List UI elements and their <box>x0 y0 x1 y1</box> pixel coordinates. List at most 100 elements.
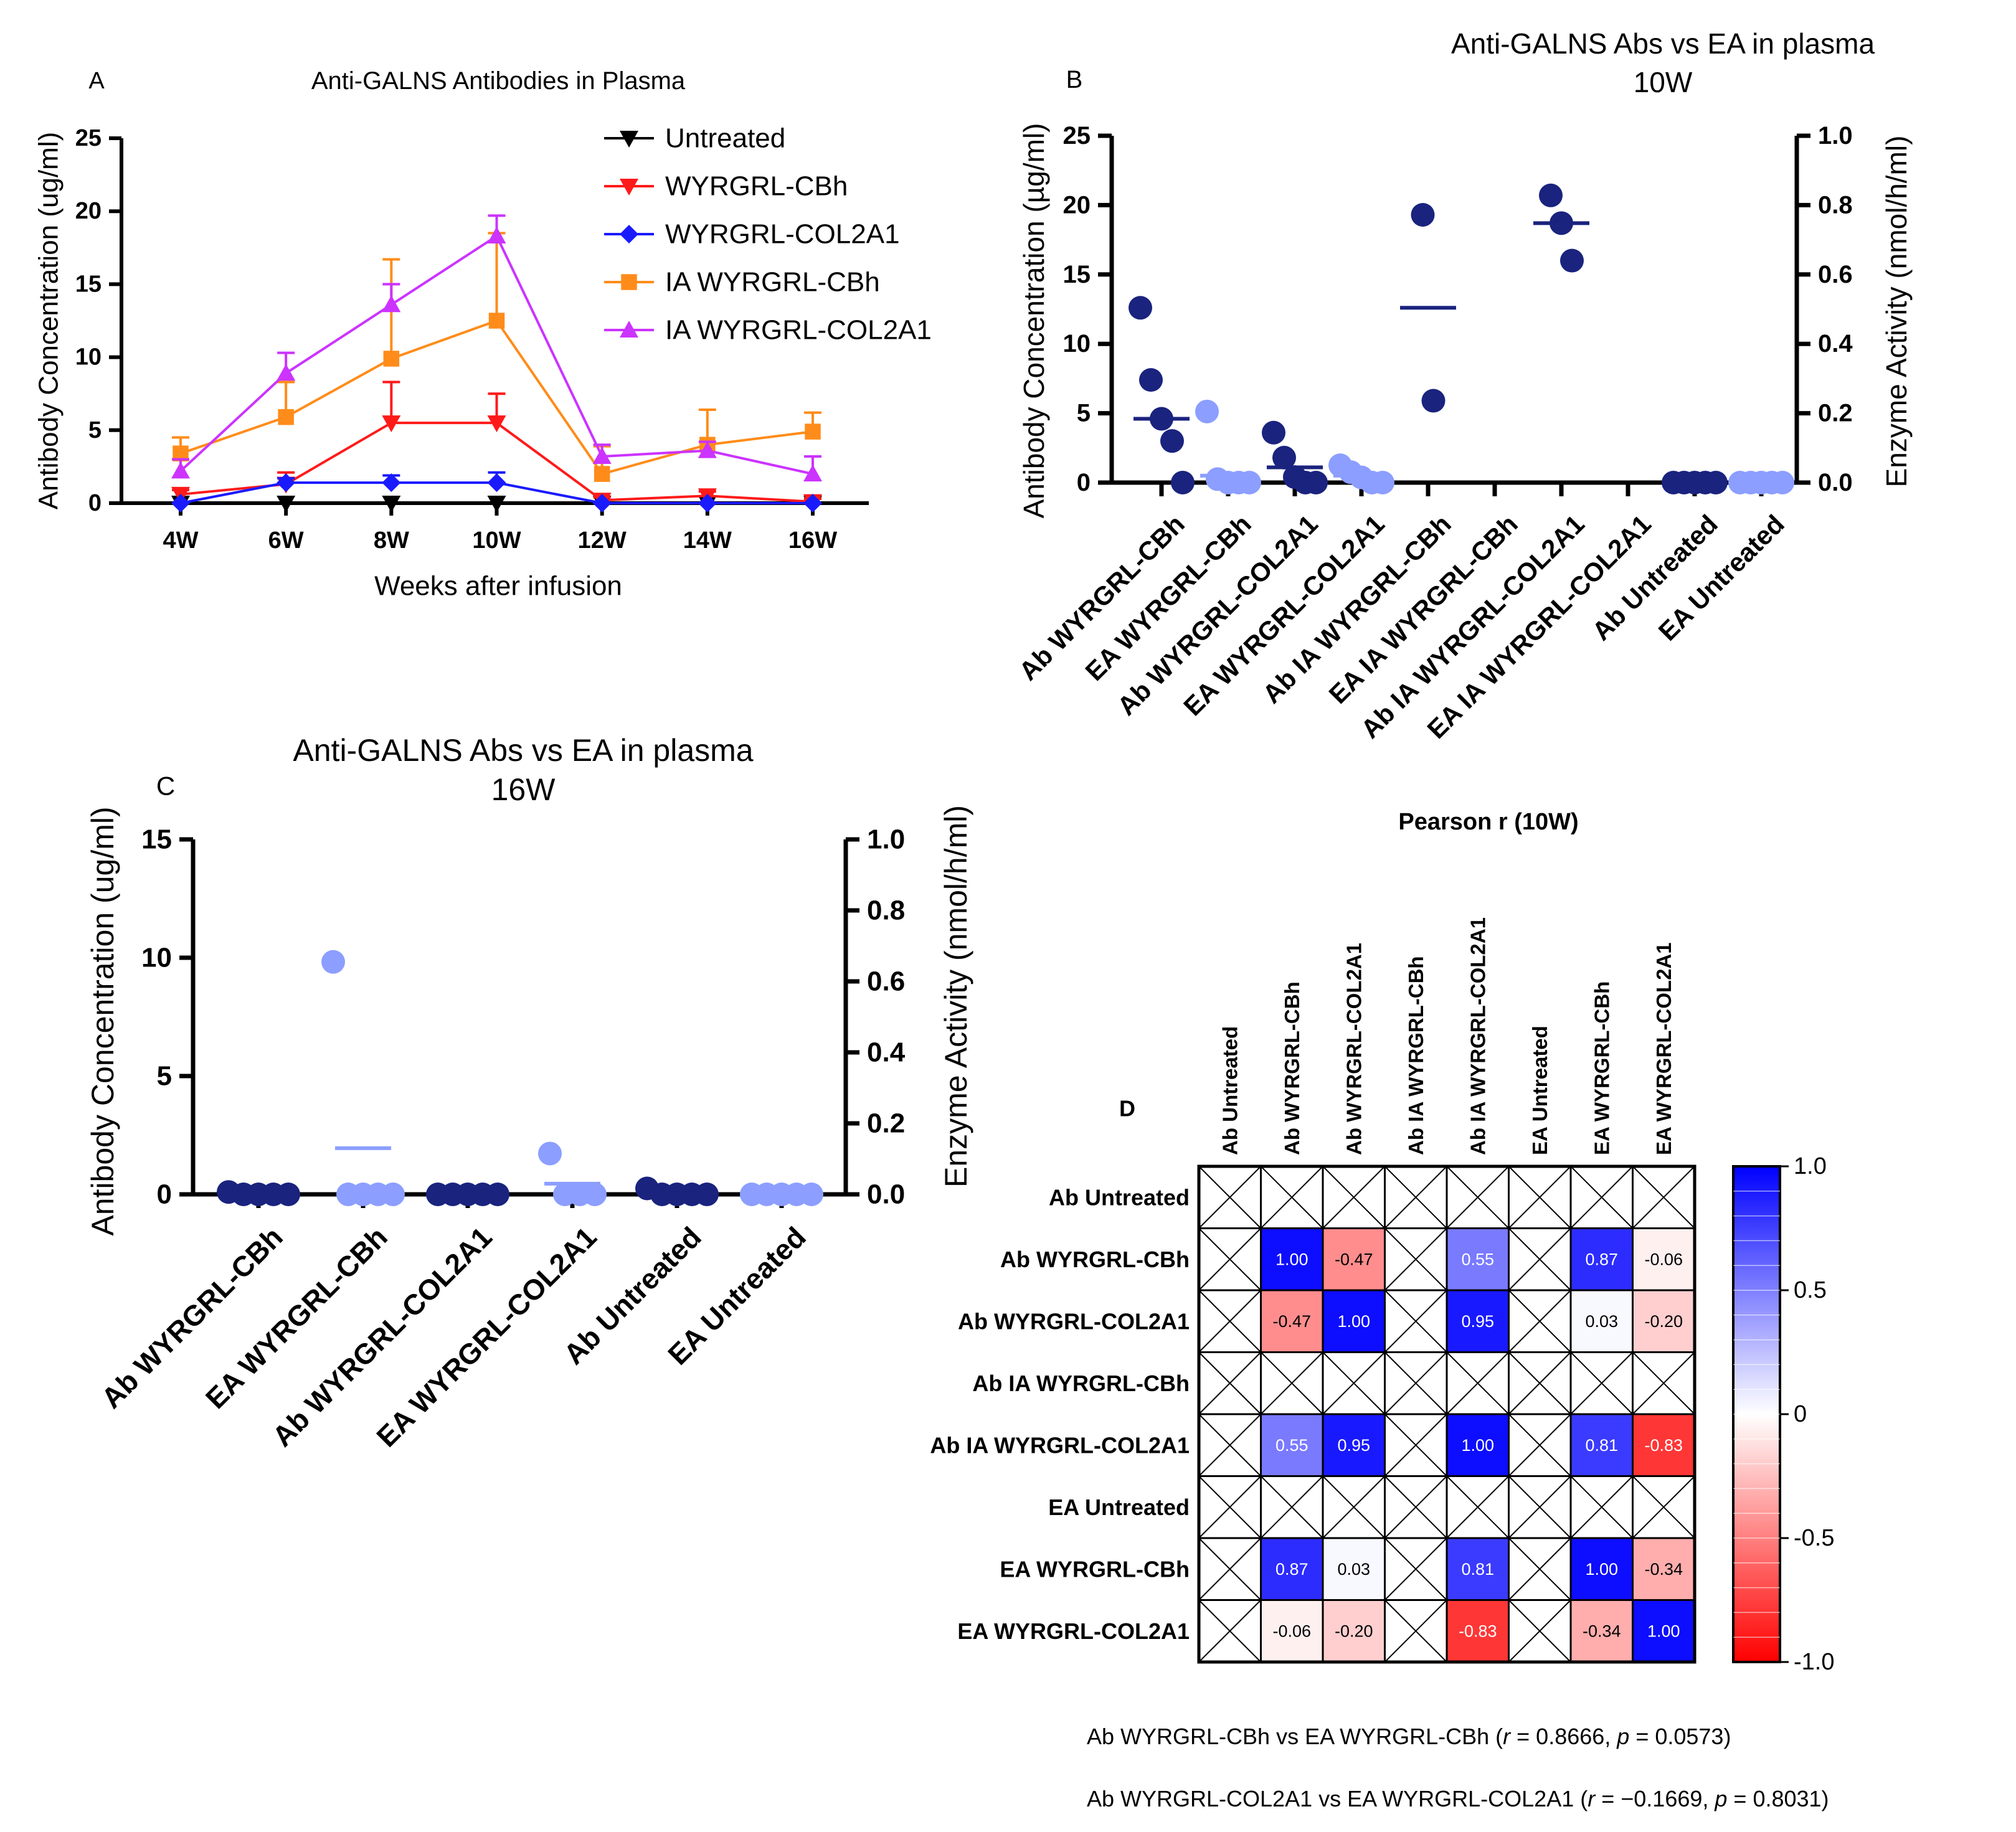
heatmap-cell-cross <box>1508 1414 1571 1477</box>
heatmap-cell-value: -0.83 <box>1644 1436 1683 1455</box>
heatmap-cell-value: 1.00 <box>1461 1436 1494 1455</box>
panel-c-x-tick-label: Ab WYRGRL-CBh <box>95 1221 288 1414</box>
panel-a-y-tick-label: 20 <box>75 198 102 224</box>
heatmap-col-label: Ab WYRGRL-CBh <box>1280 981 1304 1155</box>
panel-b-data-point <box>1171 471 1195 494</box>
heatmap-cell-cross <box>1260 1475 1323 1539</box>
panel-c-y-tick-label: 15 <box>141 824 172 855</box>
panel-label-b: B <box>1066 66 1083 93</box>
panel-a-point <box>805 423 821 440</box>
panel-c-y-tick-label: 10 <box>141 943 172 973</box>
panel-b-y-tick-label: 20 <box>1063 191 1091 219</box>
panel-b-y2-tick-label: 0.4 <box>1818 330 1853 357</box>
panel-a-point <box>594 466 610 482</box>
heatmap-cell-value: 0.95 <box>1461 1312 1494 1331</box>
heatmap-cell-cross <box>1260 1351 1323 1415</box>
heatmap-row-label: Ab IA WYRGRL-COL2A1 <box>930 1432 1190 1458</box>
panel-a-point <box>277 496 296 512</box>
panel-c-subtitle: 16W <box>491 772 556 807</box>
panel-b-y2-tick-label: 0.8 <box>1818 191 1853 219</box>
panel-b-y2-label: Enzyme Activity (nmol/h/ml) <box>1880 136 1913 488</box>
heatmap-cell-cross <box>1508 1537 1571 1601</box>
colorbar-tick-label: -0.5 <box>1794 1525 1834 1551</box>
panel-a-legend-marker <box>620 131 638 148</box>
heatmap-cell-value: -0.34 <box>1583 1622 1621 1640</box>
heatmap-row-label: Ab Untreated <box>1049 1184 1190 1210</box>
heatmap-cell-cross <box>1570 1475 1634 1539</box>
panel-c-title: Anti-GALNS Abs vs EA in plasma <box>293 733 753 768</box>
heatmap-cell <box>1260 1413 1324 1477</box>
panel-c-y2-tick-label: 0.4 <box>867 1037 906 1068</box>
colorbar-tick-label: -1.0 <box>1794 1649 1834 1675</box>
panel-c-data-point <box>381 1183 405 1206</box>
panel-a-point <box>803 465 822 482</box>
panel-b-data-point <box>1129 296 1152 320</box>
panel-c-y2-tick-label: 0.6 <box>867 966 905 997</box>
panel-b-y-tick-label: 0 <box>1077 469 1091 496</box>
panel-b-data-point <box>1262 420 1285 445</box>
heatmap-cell-cross <box>1384 1351 1447 1415</box>
heatmap-cell-cross <box>1508 1599 1571 1663</box>
heatmap-cell-value: 0.87 <box>1275 1560 1309 1579</box>
panel-a-x-tick-label: 8W <box>374 527 409 554</box>
panel-label-a: A <box>88 68 105 94</box>
panel-a-legend-label: WYRGRL-COL2A1 <box>665 219 900 250</box>
heatmap-cell <box>1446 1227 1510 1291</box>
heatmap-col-label: EA WYRGRL-COL2A1 <box>1652 942 1675 1155</box>
heatmap-cell <box>1446 1289 1510 1353</box>
panel-a-legend-label: IA WYRGRL-CBh <box>665 267 880 298</box>
heatmap-cell-cross <box>1198 1475 1262 1539</box>
panel-a-point <box>698 494 717 512</box>
heatmap-cell <box>1260 1537 1324 1601</box>
panel-a-point <box>171 461 190 479</box>
panel-b-data-point <box>1411 202 1435 227</box>
panel-b-y-tick-label: 10 <box>1063 330 1091 357</box>
panel-a-title: Anti-GALNS Antibodies in Plasma <box>311 67 686 95</box>
panel-a-legend-marker <box>620 321 638 338</box>
panel-a-point <box>171 494 190 512</box>
panel-c-y2-tick-label: 0.2 <box>867 1108 905 1139</box>
heatmap-cell-cross <box>1198 1227 1262 1291</box>
panel-a-x-tick-label: 4W <box>163 527 199 554</box>
panel-b-title: Anti-GALNS Abs vs EA in plasma <box>1451 27 1875 60</box>
panel-c-data-point <box>583 1183 607 1206</box>
heatmap-cell-value: -0.47 <box>1272 1312 1311 1331</box>
panel-b-data-point <box>1160 429 1184 453</box>
panel-b-y2-tick-label: 0.2 <box>1818 400 1853 427</box>
panel-a-point <box>487 227 506 244</box>
heatmap-cell-value: -0.20 <box>1335 1622 1373 1640</box>
heatmap-cell-value: 0.95 <box>1337 1436 1370 1455</box>
heatmap-cell-cross <box>1384 1537 1447 1601</box>
panel-c-y-tick-label: 0 <box>157 1179 172 1210</box>
panel-a-x-tick-label: 6W <box>268 527 304 554</box>
panel-a-point <box>698 441 717 458</box>
panel-a-y-tick-label: 25 <box>75 125 102 151</box>
heatmap-col-label: EA WYRGRL-CBh <box>1590 981 1613 1155</box>
heatmap-cell-cross <box>1384 1166 1447 1229</box>
panel-b-data-point <box>1272 445 1296 470</box>
heatmap-cell-cross <box>1384 1290 1447 1353</box>
heatmap-row-label: Ab WYRGRL-COL2A1 <box>958 1308 1190 1334</box>
heatmap-cell <box>1632 1413 1696 1477</box>
heatmap-col-label: Ab IA WYRGRL-CBh <box>1404 956 1427 1155</box>
heatmap-cell-cross <box>1322 1475 1386 1539</box>
heatmap-col-label: Ab Untreated <box>1218 1026 1241 1155</box>
correlation-note-1: Ab WYRGRL-CBh vs EA WYRGRL-CBh (r = 0.86… <box>1087 1724 1731 1750</box>
heatmap-cell-cross <box>1198 1351 1262 1415</box>
panel-a-x-tick-label: 14W <box>683 527 732 554</box>
panel-a-point <box>383 351 400 367</box>
panel-a-x-tick-label: 16W <box>788 527 837 554</box>
panel-a-point <box>382 496 401 512</box>
correlation-note-2: Ab WYRGRL-COL2A1 vs EA WYRGRL-COL2A1 (r … <box>1087 1786 1829 1812</box>
panel-c-y-label: Antibody Concentration (ug/ml) <box>85 806 120 1235</box>
panel-a-point <box>278 408 294 425</box>
panel-a-x-label: Weeks after infusion <box>374 571 622 602</box>
heatmap-cell-cross <box>1322 1351 1386 1415</box>
panel-b-y2-tick-label: 1.0 <box>1818 122 1853 149</box>
panel-c-x-tick-label: EA WYRGRL-CBh <box>199 1221 394 1415</box>
heatmap-cell-value: -0.06 <box>1644 1250 1683 1268</box>
heatmap-cell <box>1632 1537 1696 1601</box>
panel-c-data-point <box>486 1183 509 1206</box>
panel-a-x-tick-label: 10W <box>472 527 521 554</box>
panel-label-d: D <box>1119 1096 1135 1121</box>
